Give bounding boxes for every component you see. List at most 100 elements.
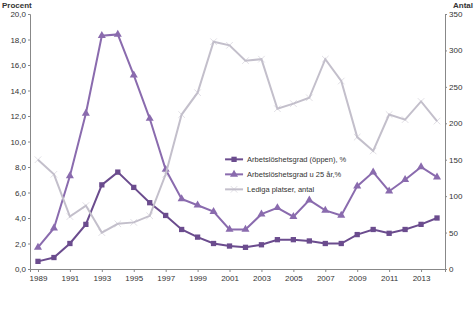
marker <box>130 219 137 226</box>
tick-mark <box>102 269 103 272</box>
tick-mark <box>293 269 294 272</box>
legend-label: Arbetslöshetsgrad u 25 år,% <box>247 170 342 179</box>
marker <box>114 30 122 37</box>
tick-mark <box>134 269 135 272</box>
marker <box>114 221 121 228</box>
marker <box>418 98 425 105</box>
y-axis-title: Procent <box>2 1 32 10</box>
marker <box>307 238 312 243</box>
tick-mark <box>28 91 30 92</box>
legend-marker <box>231 186 238 193</box>
tick-mark <box>28 14 30 15</box>
marker <box>34 243 42 250</box>
series-line <box>38 34 437 247</box>
marker <box>371 227 376 232</box>
marker <box>323 241 328 246</box>
tick-mark <box>198 269 199 272</box>
marker <box>273 203 281 210</box>
tick: 20,0 <box>10 10 30 19</box>
tick-mark <box>28 116 30 117</box>
x-axis: 1989199119931995199719992001200320052007… <box>30 269 446 283</box>
marker <box>418 222 423 227</box>
y2-axis-line <box>446 15 448 270</box>
tick: 0 <box>445 265 454 274</box>
tick: 1993 <box>93 269 111 283</box>
marker <box>35 156 42 163</box>
tick: 2001 <box>221 269 239 283</box>
marker <box>131 185 136 190</box>
marker <box>83 222 88 227</box>
tick: 1991 <box>62 269 80 283</box>
marker <box>179 227 184 232</box>
legend-entry: Arbetslöshetsgrad u 25 år,% <box>225 170 342 180</box>
marker <box>195 234 200 239</box>
marker <box>402 227 407 232</box>
tick: 2009 <box>349 269 367 283</box>
tick-label: 300 <box>449 46 463 55</box>
tick-label: 2011 <box>381 274 399 283</box>
tick-label: 2,0 <box>15 240 27 249</box>
marker <box>115 169 120 174</box>
tick-label: 150 <box>449 156 463 165</box>
marker <box>147 200 152 205</box>
tick-mark <box>325 269 326 272</box>
tick-label: 2005 <box>285 274 303 283</box>
tick-label: 0 <box>449 265 454 274</box>
y2-axis-title: Antal <box>453 1 473 10</box>
tick-mark <box>421 269 422 272</box>
marker <box>178 111 185 118</box>
tick-mark <box>445 14 447 15</box>
tick: 300 <box>445 46 463 55</box>
marker <box>338 78 345 85</box>
tick-label: 16,0 <box>10 61 26 70</box>
marker <box>321 206 329 213</box>
tick: 1997 <box>157 269 175 283</box>
marker <box>433 173 441 180</box>
tick-label: 2009 <box>349 274 367 283</box>
tick-mark <box>166 269 167 272</box>
tick-mark <box>38 269 39 272</box>
marker <box>67 241 72 246</box>
marker <box>355 232 360 237</box>
tick-label: 1991 <box>62 274 80 283</box>
marker <box>291 237 296 242</box>
legend-marker <box>231 157 236 162</box>
tick-label: 1999 <box>189 274 207 283</box>
marker <box>243 245 248 250</box>
tick-mark <box>445 50 447 51</box>
y-axis-line <box>28 15 31 270</box>
marker <box>99 182 104 187</box>
tick: 50 <box>445 229 458 238</box>
marker <box>66 171 74 178</box>
tick-mark <box>230 269 231 272</box>
tick: 350 <box>445 10 463 19</box>
tick: 1999 <box>189 269 207 283</box>
tick-mark <box>28 40 30 41</box>
marker <box>194 201 202 208</box>
marker <box>258 56 265 63</box>
marker <box>99 229 106 236</box>
tick-mark <box>28 65 30 66</box>
tick-mark <box>445 233 447 234</box>
tick-label: 250 <box>449 83 463 92</box>
tick-mark <box>445 196 447 197</box>
x-axis-line <box>31 270 446 273</box>
marker <box>257 210 265 217</box>
marker <box>226 42 233 49</box>
tick-label: 100 <box>449 192 463 201</box>
marker <box>274 105 281 112</box>
tick: 16,0 <box>10 61 30 70</box>
tick: 100 <box>445 192 463 201</box>
tick-mark <box>28 244 30 245</box>
tick: 2011 <box>381 269 399 283</box>
chart: 1989199119931995199719992001200320052007… <box>0 0 475 309</box>
marker <box>259 242 264 247</box>
tick-mark <box>70 269 71 272</box>
marker <box>146 114 154 121</box>
marker <box>35 259 40 264</box>
tick-label: 1997 <box>157 274 175 283</box>
marker <box>210 207 218 214</box>
y-axis: 0,02,04,06,08,010,012,014,016,018,020,0 <box>10 10 30 274</box>
marker <box>322 56 329 63</box>
marker <box>354 134 361 141</box>
